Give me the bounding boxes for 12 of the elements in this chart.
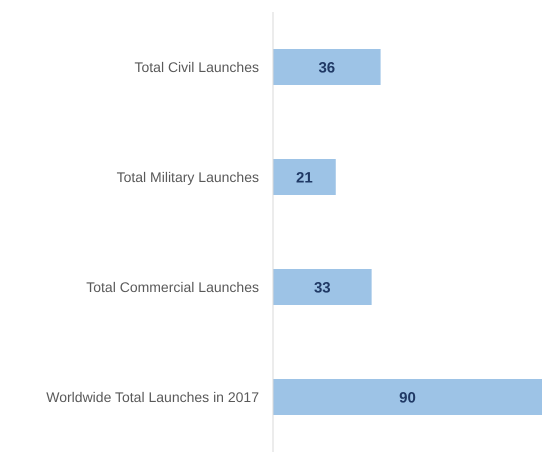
data-label: 33 (314, 279, 331, 296)
y-tick-label: Total Military Launches (116, 168, 259, 185)
y-tick-label: Worldwide Total Launches in 2017 (46, 388, 260, 405)
data-label: 36 (318, 59, 336, 76)
data-label: 21 (296, 169, 313, 186)
bar (273, 49, 381, 85)
data-label: 90 (399, 389, 416, 406)
y-tick-label: Total Commercial Launches (86, 278, 259, 295)
y-tick-label: Total Civil Launches (134, 58, 259, 75)
bar (273, 379, 542, 415)
bar (273, 159, 336, 195)
bar (273, 269, 372, 305)
